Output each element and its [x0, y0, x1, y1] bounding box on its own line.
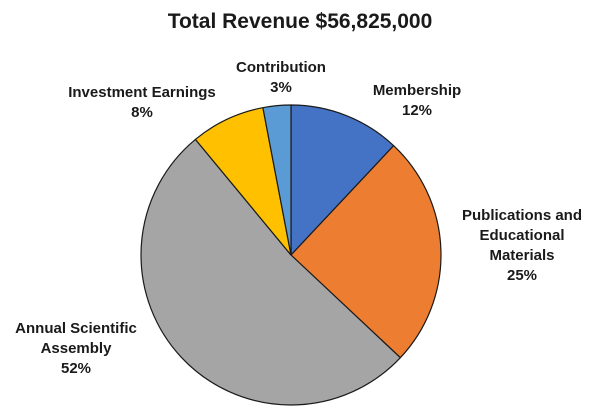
pie-slice-annual-scientific-assembly	[140, 138, 401, 406]
slice-name-label: Annual Scientific	[15, 320, 137, 337]
chart-title: Total Revenue $56,825,000	[168, 10, 433, 33]
slice-name-label: Investment Earnings	[68, 84, 216, 101]
slice-percent-label: 52%	[61, 360, 91, 377]
slice-percent-label: 25%	[507, 267, 537, 284]
slice-name-label: Membership	[373, 82, 461, 99]
pie-labels: Membership 12% Publications and Educational…	[15, 59, 582, 377]
pie-label-investment-earnings: Investment Earnings 8%	[68, 84, 216, 121]
slice-percent-label: 8%	[131, 104, 153, 121]
slice-name-label: Publications and	[462, 207, 582, 224]
pie-label-membership: Membership 12%	[373, 82, 461, 119]
pie-slices	[140, 104, 442, 406]
slice-percent-label: 3%	[270, 79, 292, 96]
pie-label-contribution: Contribution 3%	[236, 59, 326, 96]
pie-slice-membership	[290, 104, 395, 256]
pie-slice-contribution	[262, 104, 292, 256]
pie-slice-publications-and-educational-materials	[290, 145, 442, 359]
slice-name-label: Contribution	[236, 59, 326, 76]
slice-percent-label: 12%	[402, 102, 432, 119]
slice-name-label: Educational	[479, 227, 564, 244]
pie-label-annual-scientific-assembly: Annual Scientific Assembly 52%	[15, 320, 137, 377]
slice-name-label: Materials	[489, 247, 554, 264]
slice-name-label: Assembly	[41, 340, 113, 357]
pie-label-publications-and-educational-materials: Publications and Educational Materials 25%	[462, 207, 582, 284]
